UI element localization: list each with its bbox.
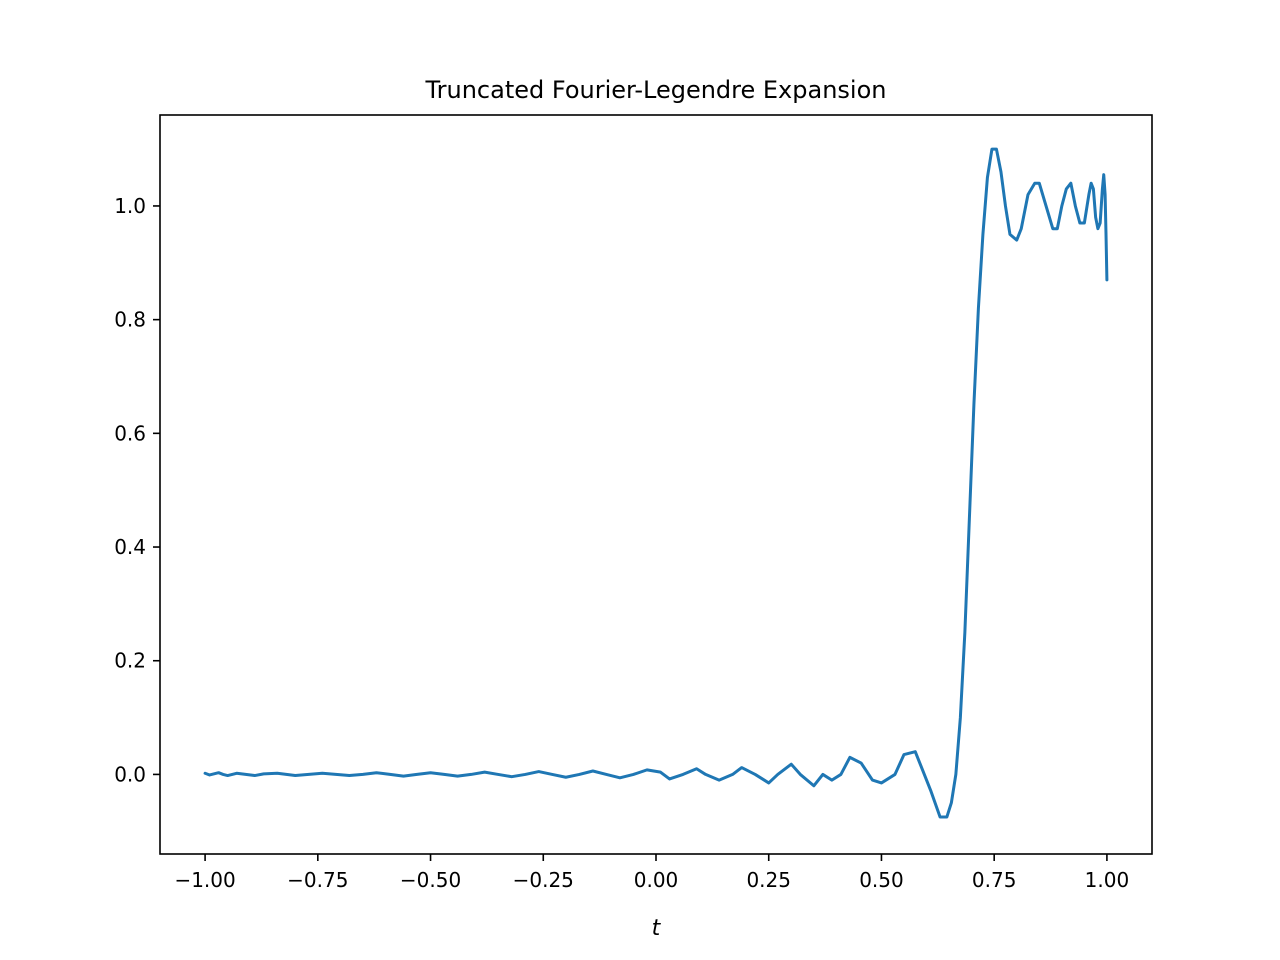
x-tick-label: 0.50: [859, 868, 904, 892]
x-tick-label: −1.00: [174, 868, 235, 892]
x-tick-label: 0.25: [746, 868, 791, 892]
x-tick-label: 1.00: [1085, 868, 1130, 892]
y-tick-label: 0.2: [114, 649, 146, 673]
x-tick-label: −0.75: [287, 868, 348, 892]
x-tick-label: −0.50: [400, 868, 461, 892]
x-axis-label: t: [652, 916, 662, 941]
y-tick-label: 0.8: [114, 308, 146, 332]
y-tick-label: 0.6: [114, 421, 146, 445]
y-tick-label: 0.4: [114, 535, 146, 559]
y-tick-label: 0.0: [114, 762, 146, 786]
x-tick-label: 0.00: [634, 868, 679, 892]
series-line-0: [203, 147, 1109, 819]
x-tick-label: −0.25: [513, 868, 574, 892]
plot-area: −1.00 −0.75 −0.50 −0.25 0.00 0.25 0.50 0.75 1.00…: [114, 114, 1153, 892]
x-tick-label: 0.75: [972, 868, 1017, 892]
y-tick-label: 1.0: [114, 194, 146, 218]
chart-title: Truncated Fourier-Legendre Expansion: [425, 76, 887, 104]
